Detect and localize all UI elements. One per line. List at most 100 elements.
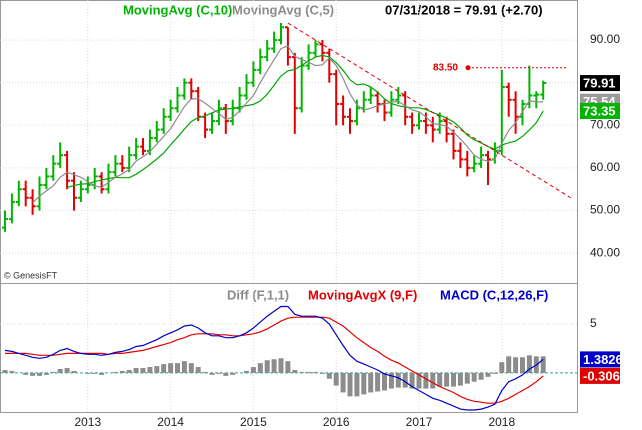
- histogram-bar: [506, 356, 512, 373]
- histogram-bar: [71, 370, 77, 373]
- signal-end-label: -0.3060: [583, 368, 627, 383]
- histogram-bar: [126, 369, 132, 373]
- plot-frame: [0, 0, 578, 413]
- histogram-bar: [437, 372, 443, 387]
- histogram-bar: [319, 372, 325, 374]
- x-tick-label: 2018: [488, 415, 515, 429]
- histogram-bar: [140, 368, 146, 373]
- histogram-bar: [112, 371, 118, 373]
- histogram-bar: [168, 363, 174, 373]
- histogram-bar: [188, 363, 194, 373]
- x-tick-label: 2013: [74, 415, 101, 429]
- histogram-bar: [471, 372, 477, 382]
- close-end-label-bg: [580, 75, 620, 92]
- resistance-label: 83.50: [433, 62, 458, 73]
- histogram-bar: [30, 372, 36, 376]
- histogram-bar: [326, 372, 332, 379]
- histogram-bar: [264, 360, 270, 373]
- ma-end-label-bg: [580, 103, 620, 120]
- histogram-bar: [23, 372, 29, 375]
- y-tick-label: 70.00: [590, 117, 620, 131]
- x-tick-label: 2017: [406, 415, 433, 429]
- legend-diff: Diff (F,1,1): [227, 287, 289, 302]
- histogram-bar: [202, 371, 208, 373]
- histogram-bar: [499, 362, 505, 373]
- histogram-bar: [402, 372, 408, 388]
- signal-end-label-bg: [580, 367, 620, 384]
- histogram-bar: [540, 356, 546, 373]
- histogram-bar: [520, 357, 525, 373]
- histogram-bar: [485, 372, 491, 377]
- histogram-bar: [313, 371, 318, 373]
- histogram-bar: [388, 372, 394, 389]
- histogram-bar: [92, 372, 98, 374]
- histogram-bar: [37, 372, 42, 376]
- histogram-bar: [464, 372, 470, 384]
- histogram-bar: [195, 367, 201, 373]
- macd-line: [5, 316, 544, 404]
- histogram-bar: [513, 357, 519, 373]
- moving-average-line: [32, 45, 544, 204]
- histogram-bar: [409, 372, 415, 389]
- histogram-bar: [457, 372, 463, 386]
- histogram-bar: [43, 372, 49, 375]
- histogram-bar: [250, 367, 256, 373]
- macd-end-label: 1.3826: [583, 352, 623, 367]
- histogram-bar: [278, 358, 284, 373]
- y-tick-label: 90.00: [590, 32, 620, 46]
- histogram-bar: [85, 372, 91, 374]
- x-tick-label: 2014: [157, 415, 184, 429]
- histogram-bar: [451, 372, 456, 387]
- legend-macd: MACD (C,12,26,F): [440, 287, 548, 302]
- histogram-bar: [492, 372, 498, 374]
- histogram-bar: [423, 372, 429, 389]
- histogram-bar: [395, 372, 401, 388]
- legend-ma5: MovingAvg (C,5): [232, 2, 334, 17]
- y-tick-label: 5: [590, 316, 597, 330]
- legend-ma10: MovingAvg (C,10): [123, 2, 232, 17]
- histogram-bar: [154, 366, 160, 373]
- histogram-bar: [64, 368, 70, 373]
- histogram-bar: [257, 363, 263, 373]
- x-tick-label: 2015: [240, 415, 267, 429]
- histogram-bar: [526, 355, 532, 373]
- resistance-dot: [465, 65, 471, 71]
- histogram-bar: [347, 372, 353, 397]
- histogram-bar: [99, 372, 105, 375]
- ma-end-label: 73.35: [583, 103, 616, 118]
- histogram-bar: [375, 372, 381, 392]
- y-tick-label: 60.00: [590, 160, 620, 174]
- histogram-bar: [271, 359, 277, 373]
- histogram-bar: [368, 372, 374, 393]
- histogram-bar: [340, 372, 346, 393]
- histogram-bar: [147, 367, 153, 373]
- histogram-bar: [2, 369, 8, 373]
- histogram-bar: [9, 370, 15, 373]
- histogram-bar: [244, 370, 249, 373]
- credit: © GenesisFT: [4, 270, 58, 280]
- histogram-bar: [161, 364, 167, 373]
- histogram-bar: [292, 369, 298, 373]
- histogram-bar: [444, 372, 450, 387]
- macd-end-label-bg: [580, 351, 620, 368]
- histogram-bar: [223, 372, 229, 376]
- price-legend: 07/31/2018 = 79.91 (+2.70): [385, 2, 543, 17]
- histogram-bar: [354, 372, 360, 397]
- histogram-bar: [230, 372, 236, 375]
- histogram-bar: [209, 372, 215, 375]
- histogram-bar: [285, 361, 291, 373]
- histogram-bar: [299, 371, 305, 373]
- histogram-bar: [430, 372, 436, 389]
- y-tick-label: 50.00: [590, 203, 620, 217]
- histogram-bar: [306, 371, 312, 373]
- histogram-bar: [119, 370, 125, 373]
- y-tick-label: 40.00: [590, 245, 620, 259]
- histogram-bar: [133, 368, 139, 373]
- histogram-bar: [333, 372, 339, 386]
- histogram-bar: [181, 361, 187, 373]
- histogram-bar: [478, 372, 484, 380]
- histogram-bar: [382, 372, 387, 391]
- histogram-bar: [57, 369, 63, 373]
- legend-signal: MovingAvgX (9,F): [308, 287, 417, 302]
